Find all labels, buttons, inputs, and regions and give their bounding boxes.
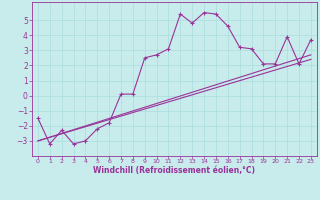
X-axis label: Windchill (Refroidissement éolien,°C): Windchill (Refroidissement éolien,°C) — [93, 166, 255, 175]
